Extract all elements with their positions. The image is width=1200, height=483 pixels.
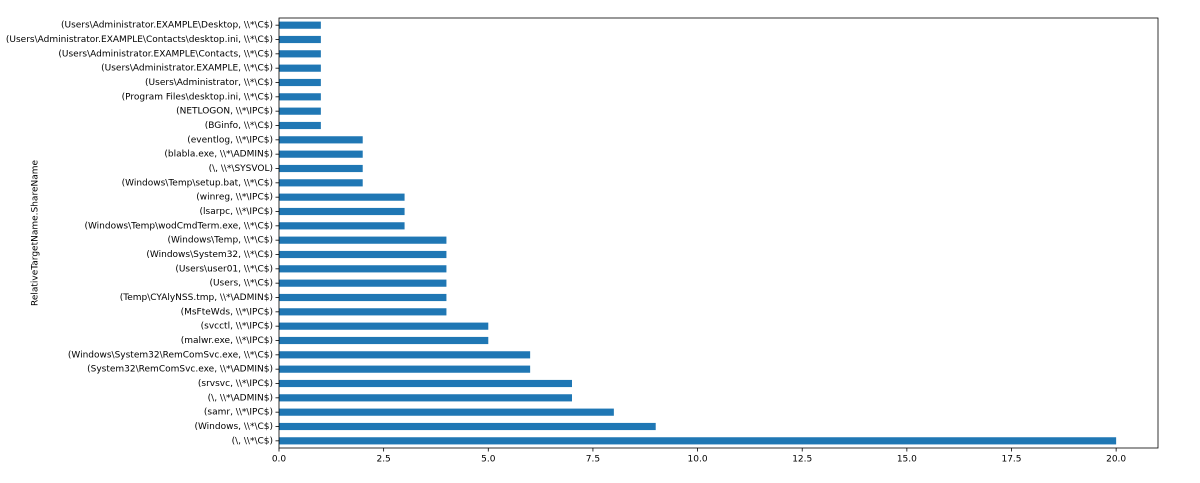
y-tick-label: (svcctl, \\*\IPC$) <box>201 322 273 332</box>
bar <box>279 150 363 158</box>
x-tick-label: 12.5 <box>792 455 812 465</box>
bar <box>279 64 321 72</box>
x-tick-label: 17.5 <box>1001 455 1021 465</box>
plot-frame <box>278 17 1159 449</box>
bar <box>279 422 656 431</box>
y-tick-label: (malwr.exe, \\*\IPC$) <box>181 336 273 346</box>
y-tick-label: (NETLOGON, \\*\IPC$) <box>176 107 273 117</box>
bar <box>279 437 1117 445</box>
y-tick-label: (Windows\Temp, \\*\C$) <box>167 236 273 246</box>
y-tick-label: (Windows\Temp\setup.bat, \\*\C$) <box>122 178 273 188</box>
bar <box>279 336 489 345</box>
bar <box>279 21 321 29</box>
y-tick-label: (Windows\System32\RemComSvc.exe, \\*\C$) <box>68 350 273 360</box>
y-axis-label: RelativeTargetName.ShareName <box>31 160 41 307</box>
y-tick-label: (eventlog, \\*\IPC$) <box>187 135 273 145</box>
y-tick-label: (samr, \\*\IPC$) <box>204 408 273 418</box>
y-tick-label: (winreg, \\*\IPC$) <box>196 193 273 203</box>
y-tick-label: (Users\Administrator.EXAMPLE, \\*\C$) <box>101 64 273 74</box>
bar <box>279 265 447 273</box>
bar <box>279 50 321 58</box>
bar <box>279 107 321 115</box>
y-tick-label: (MsFteWds, \\*\IPC$) <box>181 307 273 317</box>
bar <box>279 193 405 201</box>
y-tick-label: (Users, \\*\C$) <box>209 279 273 289</box>
bar <box>279 279 447 287</box>
bar <box>279 136 363 144</box>
x-tick-label: 5.0 <box>481 455 496 465</box>
y-tick-label: (Users\Administrator.EXAMPLE\Contacts, \… <box>58 49 273 59</box>
x-tick-label: 20.0 <box>1106 455 1126 465</box>
y-tick-label: (Windows\Temp\wodCmdTerm.exe, \\*\C$) <box>84 221 273 231</box>
bar <box>279 179 363 187</box>
bar <box>279 93 321 101</box>
x-tick-label: 2.5 <box>376 455 390 465</box>
y-tick-label: (Windows, \\*\C$) <box>194 422 273 432</box>
bar <box>279 293 447 302</box>
y-tick-label: (blabla.exe, \\*\ADMIN$) <box>164 150 273 160</box>
bar <box>279 236 447 244</box>
bar <box>279 365 531 373</box>
y-tick-label: (Temp\CYAlyNSS.tmp, \\*\ADMIN$) <box>120 293 273 303</box>
bar <box>279 308 447 316</box>
x-tick-label: 0.0 <box>272 455 287 465</box>
y-tick-label: (\, \\*\ADMIN$) <box>208 393 273 403</box>
bar <box>279 121 321 130</box>
x-tick-label: 15.0 <box>897 455 917 465</box>
bar <box>279 78 321 87</box>
bar <box>279 250 447 259</box>
bar <box>279 322 489 330</box>
bar <box>279 164 363 173</box>
y-tick-label: (Windows\System32, \\*\C$) <box>146 250 273 260</box>
bar <box>279 222 405 230</box>
bar <box>279 408 614 416</box>
bar <box>279 207 405 216</box>
bar <box>279 379 572 388</box>
y-tick-label: (\, \\*\C$) <box>232 436 273 446</box>
bar <box>279 351 531 359</box>
y-tick-label: (Users\Administrator.EXAMPLE\Contacts\de… <box>6 35 273 45</box>
y-tick-label: (Users\Administrator.EXAMPLE\Desktop, \\… <box>61 21 273 31</box>
y-tick-label: (\, \\*\SYSVOL) <box>209 164 273 174</box>
x-tick-label: 7.5 <box>586 455 600 465</box>
y-tick-label: (System32\RemComSvc.exe, \\*\ADMIN$) <box>87 365 273 375</box>
bar <box>279 394 572 402</box>
y-tick-label: (lsarpc, \\*\IPC$) <box>200 207 274 217</box>
y-tick-label: (BGinfo, \\*\C$) <box>205 121 273 131</box>
bar <box>279 35 321 44</box>
y-tick-label: (srvsvc, \\*\IPC$) <box>198 379 273 389</box>
y-tick-label: (Users\Administrator, \\*\C$) <box>145 78 273 88</box>
x-tick-label: 10.0 <box>688 455 708 465</box>
y-tick-label: (Users\user01, \\*\C$) <box>175 264 273 274</box>
y-tick-label: (Program Files\desktop.ini, \\*\C$) <box>122 92 273 102</box>
